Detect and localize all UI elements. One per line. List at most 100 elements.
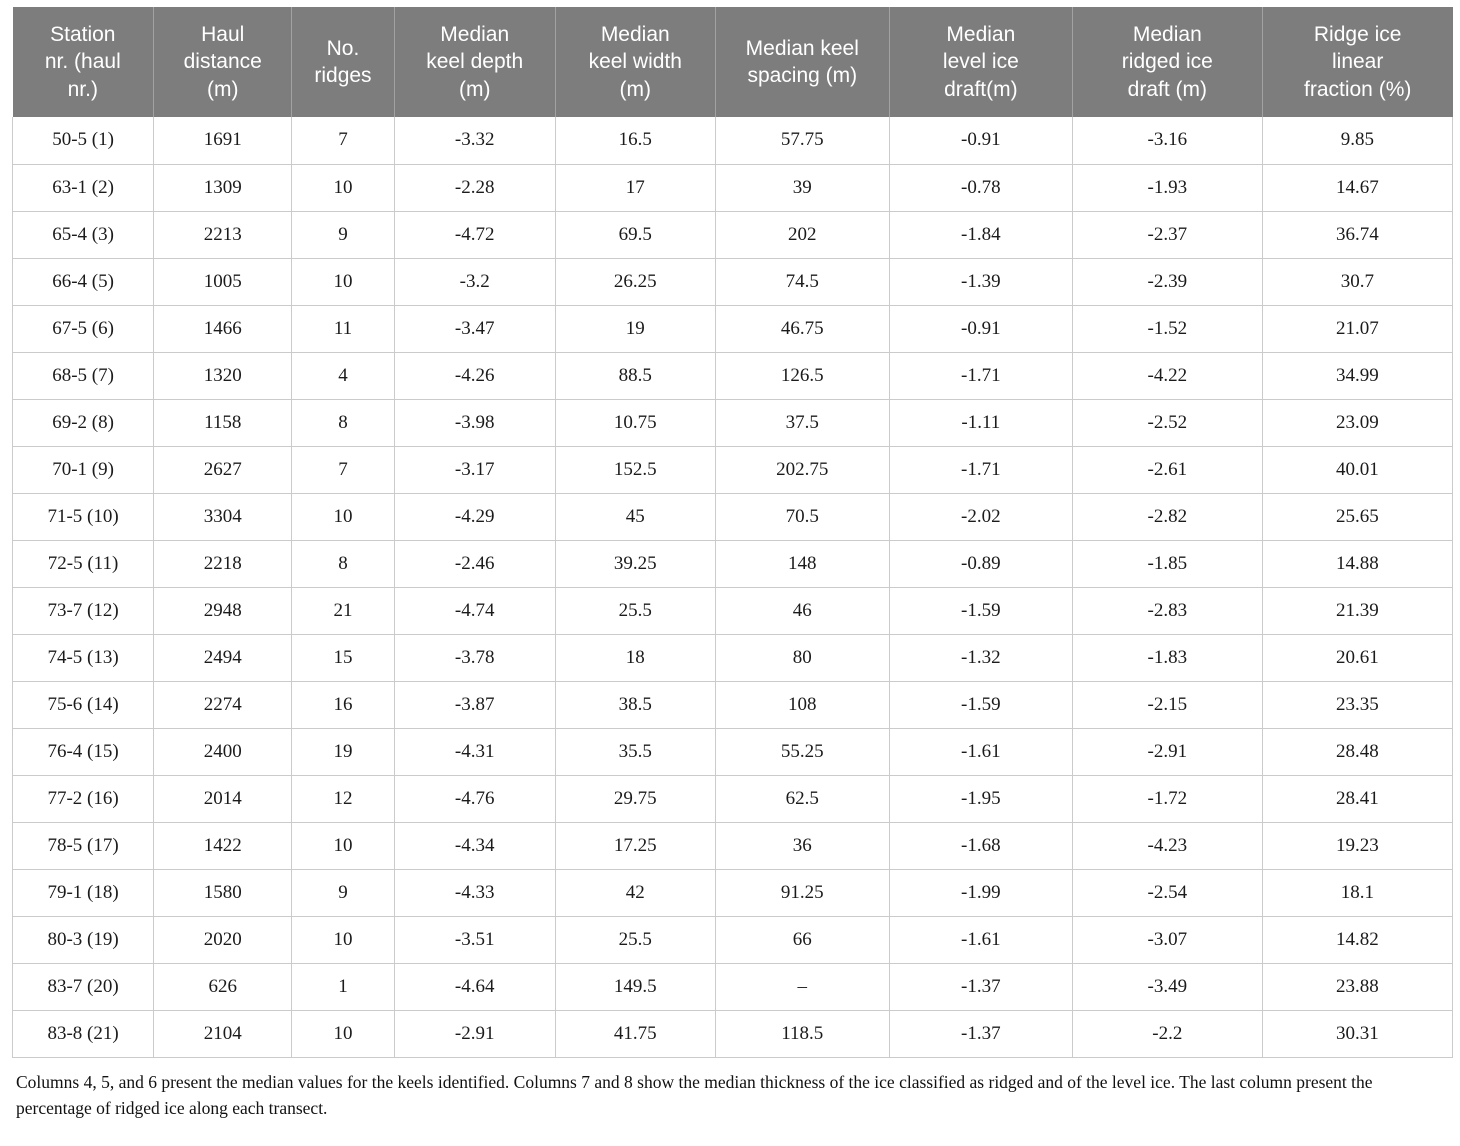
value-cell: 35.5 xyxy=(554,727,716,776)
column-header: Median keel depth (m) xyxy=(393,7,556,117)
value-cell: 202 xyxy=(714,210,890,259)
value-cell: 10 xyxy=(291,915,395,964)
table-row: 75-6 (14) 2274 16 -3.87 38.5 108 -1.59 -2.15 23.… xyxy=(11,680,1454,729)
value-cell: 1320 xyxy=(153,351,293,400)
value-cell: 26.25 xyxy=(554,257,716,306)
value-cell: -2.39 xyxy=(1071,257,1263,306)
value-cell: -1.61 xyxy=(888,727,1073,776)
value-cell: 29.75 xyxy=(554,774,716,823)
column-header: Ridge ice linear fraction (%) xyxy=(1261,7,1453,117)
value-cell: 19.23 xyxy=(1261,821,1454,870)
value-cell: -3.47 xyxy=(393,304,556,353)
value-cell: 36 xyxy=(714,821,890,870)
value-cell: -3.87 xyxy=(393,680,556,729)
value-cell: 25.5 xyxy=(554,586,716,635)
value-cell: 39 xyxy=(714,163,890,212)
table-row: 76-4 (15) 2400 19 -4.31 35.5 55.25 -1.61 -2.91 2… xyxy=(11,727,1454,776)
value-cell: -0.91 xyxy=(888,304,1073,353)
value-cell: 4 xyxy=(291,351,395,400)
value-cell: 12 xyxy=(291,774,395,823)
value-cell: 1 xyxy=(291,962,395,1011)
station-cell: 72-5 (11) xyxy=(11,539,155,588)
value-cell: -1.99 xyxy=(888,868,1073,917)
value-cell: -3.2 xyxy=(393,257,556,306)
value-cell: 66 xyxy=(714,915,890,964)
value-cell: 9 xyxy=(291,210,395,259)
value-cell: 18.1 xyxy=(1261,868,1454,917)
value-cell: 14.88 xyxy=(1261,539,1454,588)
value-cell: 9.85 xyxy=(1261,117,1454,165)
column-header: Median ridged ice draft (m) xyxy=(1071,7,1263,117)
station-cell: 83-8 (21) xyxy=(11,1009,155,1058)
station-cell: 68-5 (7) xyxy=(11,351,155,400)
value-cell: 10 xyxy=(291,1009,395,1058)
value-cell: 45 xyxy=(554,492,716,541)
value-cell: 30.7 xyxy=(1261,257,1454,306)
value-cell: 3304 xyxy=(153,492,293,541)
table-row: 83-8 (21) 2104 10 -2.91 41.75 118.5 -1.37 -2.2 3… xyxy=(11,1009,1454,1058)
value-cell: -4.64 xyxy=(393,962,556,1011)
value-cell: 55.25 xyxy=(714,727,890,776)
value-cell: 2213 xyxy=(153,210,293,259)
value-cell: -2.46 xyxy=(393,539,556,588)
table-row: 66-4 (5) 1005 10 -3.2 26.25 74.5 -1.39 -2.39 30.… xyxy=(11,257,1454,306)
value-cell: -4.31 xyxy=(393,727,556,776)
table-row: 63-1 (2) 1309 10 -2.28 17 39 -0.78 -1.93 14.67 xyxy=(11,163,1454,212)
value-cell: -1.85 xyxy=(1071,539,1263,588)
column-header: Haul distance (m) xyxy=(153,7,292,117)
value-cell: 1580 xyxy=(153,868,293,917)
value-cell: 9 xyxy=(291,868,395,917)
value-cell: -1.68 xyxy=(888,821,1073,870)
value-cell: 18 xyxy=(554,633,716,682)
value-cell: 39.25 xyxy=(554,539,716,588)
value-cell: 2104 xyxy=(153,1009,293,1058)
value-cell: -1.72 xyxy=(1071,774,1263,823)
station-cell: 77-2 (16) xyxy=(11,774,155,823)
value-cell: 1422 xyxy=(153,821,293,870)
value-cell: -4.74 xyxy=(393,586,556,635)
value-cell: -3.16 xyxy=(1071,117,1263,165)
station-cell: 70-1 (9) xyxy=(11,445,155,494)
table-row: 68-5 (7) 1320 4 -4.26 88.5 126.5 -1.71 -4.22 34.… xyxy=(11,351,1454,400)
value-cell: 28.48 xyxy=(1261,727,1454,776)
value-cell: 118.5 xyxy=(714,1009,890,1058)
column-header: Median keel width (m) xyxy=(554,7,716,117)
station-cell: 50-5 (1) xyxy=(11,117,155,165)
station-cell: 79-1 (18) xyxy=(11,868,155,917)
column-header: Median keel spacing (m) xyxy=(714,7,890,117)
value-cell: -1.11 xyxy=(888,398,1073,447)
value-cell: -3.17 xyxy=(393,445,556,494)
value-cell: 41.75 xyxy=(554,1009,716,1058)
value-cell: -1.32 xyxy=(888,633,1073,682)
value-cell: -2.82 xyxy=(1071,492,1263,541)
value-cell: 626 xyxy=(153,962,293,1011)
value-cell: 7 xyxy=(291,445,395,494)
value-cell: 10.75 xyxy=(554,398,716,447)
value-cell: -2.15 xyxy=(1071,680,1263,729)
value-cell: 38.5 xyxy=(554,680,716,729)
value-cell: -4.23 xyxy=(1071,821,1263,870)
value-cell: 2020 xyxy=(153,915,293,964)
value-cell: -2.54 xyxy=(1071,868,1263,917)
value-cell: -4.29 xyxy=(393,492,556,541)
value-cell: -0.91 xyxy=(888,117,1073,165)
value-cell: 126.5 xyxy=(714,351,890,400)
value-cell: 25.5 xyxy=(554,915,716,964)
value-cell: 23.09 xyxy=(1261,398,1454,447)
value-cell: -3.78 xyxy=(393,633,556,682)
table-body: 50-5 (1) 1691 7 -3.32 16.5 57.75 -0.91 -3.16 9.8… xyxy=(11,117,1454,1058)
value-cell: 57.75 xyxy=(714,117,890,165)
value-cell: 23.88 xyxy=(1261,962,1454,1011)
value-cell: 28.41 xyxy=(1261,774,1454,823)
value-cell: -1.95 xyxy=(888,774,1073,823)
value-cell: -2.83 xyxy=(1071,586,1263,635)
value-cell: -3.98 xyxy=(393,398,556,447)
table-footnote: Columns 4, 5, and 6 present the median v… xyxy=(16,1071,1373,1118)
value-cell: 21.39 xyxy=(1261,586,1454,635)
value-cell: 16 xyxy=(291,680,395,729)
value-cell: -1.37 xyxy=(888,1009,1073,1058)
table-row: 72-5 (11) 2218 8 -2.46 39.25 148 -0.89 -1.85 14.… xyxy=(11,539,1454,588)
table-row: 79-1 (18) 1580 9 -4.33 42 91.25 -1.99 -2.54 18.1 xyxy=(11,868,1454,917)
value-cell: 37.5 xyxy=(714,398,890,447)
value-cell: 8 xyxy=(291,539,395,588)
